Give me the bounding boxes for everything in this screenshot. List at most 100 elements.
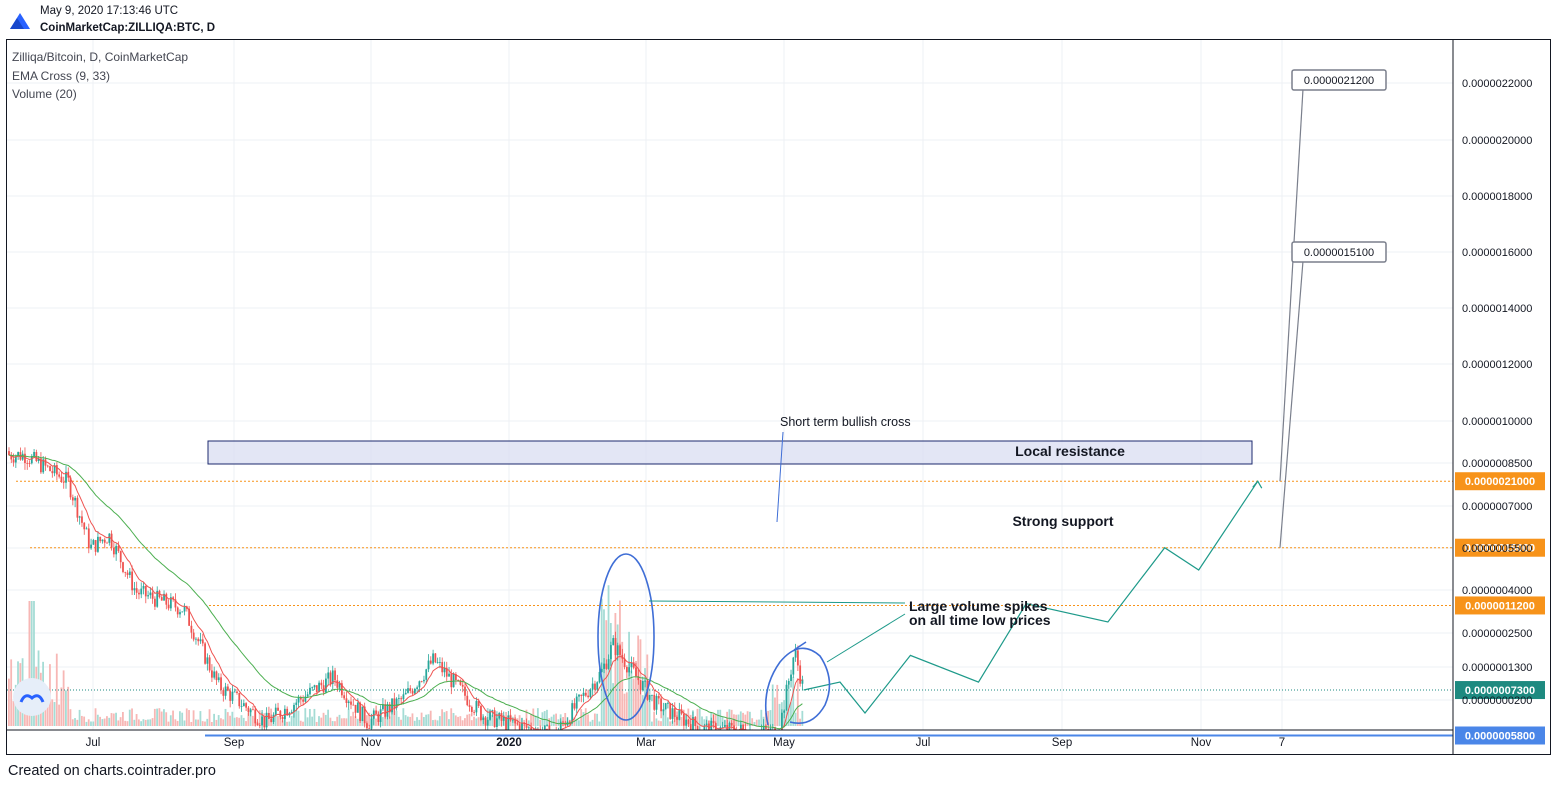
candle-body xyxy=(584,692,587,696)
candle-body xyxy=(108,533,111,543)
candle-body xyxy=(181,611,184,613)
candle-body xyxy=(122,562,124,572)
candle-body xyxy=(247,707,250,713)
volume-bar xyxy=(53,702,56,726)
candle-body xyxy=(144,585,147,597)
volume-bar xyxy=(135,714,138,726)
volume-bar xyxy=(78,709,81,726)
volume-bar xyxy=(764,712,767,726)
volume-bar xyxy=(666,717,669,726)
x-tick-label: Mar xyxy=(636,737,656,749)
candle-body xyxy=(309,687,311,695)
volume-bar xyxy=(240,715,243,726)
candle-body xyxy=(46,465,49,467)
candle-body xyxy=(525,723,528,728)
volume-bar xyxy=(701,716,703,726)
candle-body xyxy=(302,699,305,702)
resistance-zone: Local resistance Strong support xyxy=(207,440,1253,529)
candle-body xyxy=(687,719,690,725)
volume-bar xyxy=(101,719,104,726)
candle-body xyxy=(767,728,770,730)
volume-bar xyxy=(769,710,772,726)
candle-body xyxy=(42,459,45,473)
volume-bar xyxy=(605,620,608,726)
volume-bar xyxy=(338,714,341,726)
candle-body xyxy=(530,727,533,730)
annotations: 0.0000021200 0.0000015100 Short term bulli… xyxy=(597,69,1387,726)
candle-body xyxy=(37,458,40,462)
candle-body xyxy=(505,717,507,730)
candle-body xyxy=(338,683,341,688)
x-tick-label: Jul xyxy=(86,737,101,749)
volume-note-line2: on all time low prices xyxy=(909,612,1051,628)
candle-body xyxy=(610,645,612,660)
volume-bar xyxy=(598,721,601,726)
volume-bar xyxy=(220,718,222,726)
x-tick-label: Sep xyxy=(1052,737,1072,749)
volume-bar xyxy=(153,708,156,726)
candle-body xyxy=(630,662,633,668)
candle-body xyxy=(154,598,156,607)
volume-bar xyxy=(242,717,245,726)
candle-body xyxy=(644,680,647,682)
candle-body xyxy=(325,678,327,693)
candle-body xyxy=(76,497,79,518)
candle-body xyxy=(44,459,47,466)
volume-bar xyxy=(625,692,628,726)
volume-bar xyxy=(498,717,500,726)
candle-body xyxy=(404,692,407,695)
candle-body xyxy=(551,735,553,743)
candle-body xyxy=(689,724,692,730)
projection-path xyxy=(803,480,1259,714)
candle-body xyxy=(774,727,776,730)
legend-symbol: Zilliqa/Bitcoin, D, CoinMarketCap xyxy=(12,50,189,64)
volume-bar xyxy=(687,708,690,726)
candle-body xyxy=(696,726,699,730)
candle-body xyxy=(710,720,713,730)
candle-body xyxy=(600,668,603,672)
volume-bar xyxy=(552,714,555,726)
volume-bar xyxy=(680,716,683,726)
volume-bar xyxy=(703,719,706,726)
candle-body xyxy=(409,688,412,691)
volume-bar xyxy=(530,713,532,726)
candle-body xyxy=(21,453,24,460)
volume-bar xyxy=(313,708,316,726)
candle-body xyxy=(256,723,259,726)
level-label: 0.0000021000 xyxy=(1465,476,1535,488)
y-tick-label: 0.0000014000 xyxy=(1462,303,1532,315)
volume-bar xyxy=(771,684,774,726)
candle-body xyxy=(509,715,512,721)
candle-body xyxy=(354,704,357,713)
candle-body xyxy=(559,721,562,730)
candle-body xyxy=(434,653,437,663)
candle-body xyxy=(363,706,366,724)
candle-body xyxy=(546,725,548,727)
volume-bar xyxy=(208,709,211,726)
candle-body xyxy=(167,604,170,609)
candle-body xyxy=(765,725,767,729)
candle-body xyxy=(607,659,610,669)
candle-body xyxy=(416,687,419,689)
candle-body xyxy=(439,662,441,663)
callout-box xyxy=(1291,69,1387,91)
candle-body xyxy=(382,704,384,710)
volume-bar xyxy=(290,715,293,726)
volume-bar xyxy=(233,717,236,726)
candle-body xyxy=(229,690,232,701)
projection-arrowhead xyxy=(1252,480,1263,489)
volume-bar xyxy=(534,715,537,726)
candle-body xyxy=(133,588,136,591)
candle-body xyxy=(336,680,339,688)
volume-bar xyxy=(767,710,770,726)
candle-body xyxy=(297,697,300,703)
candle-body xyxy=(26,463,29,464)
candle-body xyxy=(605,663,608,669)
chart-grid xyxy=(7,40,1453,730)
axes: 0.0000022000 0.0000020000 0.0000018000 0.00… xyxy=(7,40,1532,754)
y-tick-label: 0.0000010000 xyxy=(1462,416,1532,428)
volume-bar xyxy=(55,653,58,726)
candle-body xyxy=(356,702,359,713)
candle-body xyxy=(445,667,448,677)
